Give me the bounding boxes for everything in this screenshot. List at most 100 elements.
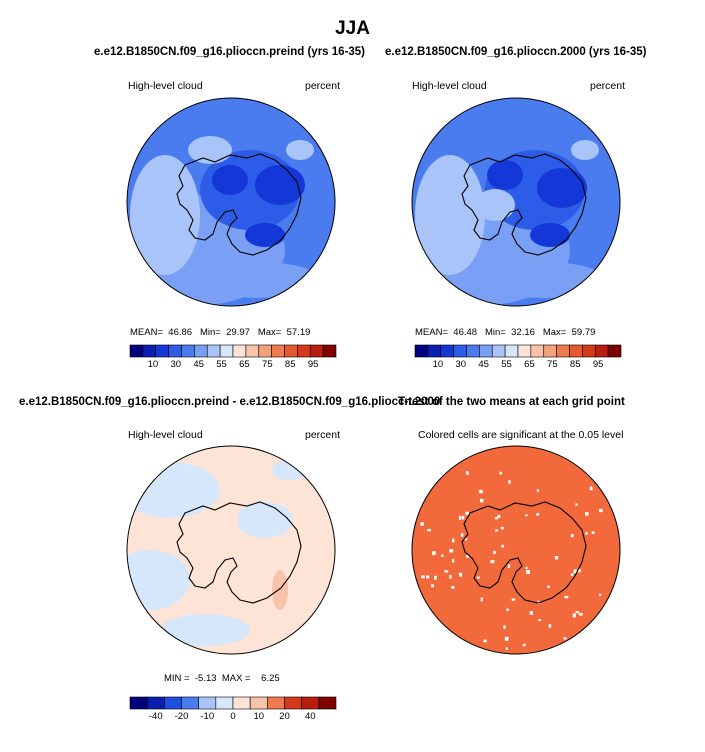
nonsignificant-cell: [483, 639, 487, 643]
panel3-variable-label: High-level cloud: [128, 429, 203, 441]
nonsignificant-cell: [508, 480, 511, 484]
panel2-colorbar-swatch: [414, 344, 429, 358]
panel1-colorbar-tick-label: 10: [147, 359, 159, 370]
panel1-colorbar-tick-label: 85: [284, 359, 296, 370]
panel3-colorbar-swatch: [267, 696, 285, 710]
panel3-colorbar-swatch: [215, 696, 234, 710]
panel3-colorbar-tick-label: 20: [279, 711, 290, 722]
nonsignificant-cell: [577, 568, 581, 573]
nonsignificant-cell: [529, 611, 533, 615]
panel1-colorbar-swatch: [142, 344, 157, 358]
panel3-colorbar-swatch: [146, 696, 165, 710]
panel1-map: [127, 98, 335, 306]
nonsignificant-cell: [511, 598, 516, 601]
panel1-colorbar-swatch: [155, 344, 169, 358]
panel3-colorbar-swatch: [198, 696, 217, 710]
panel2-colorbar-tick-label: 95: [592, 359, 604, 370]
nonsignificant-cell: [554, 556, 559, 560]
panel1-colorbar-swatch: [129, 344, 144, 358]
nonsignificant-cell: [499, 471, 503, 475]
nonsignificant-cell: [461, 533, 464, 537]
panel2-colorbar-swatch: [466, 344, 480, 358]
nonsignificant-cell: [449, 574, 452, 579]
panel2-colorbar-tick-label: 10: [432, 359, 444, 370]
nonsignificant-cell: [575, 611, 580, 614]
nonsignificant-cell: [497, 514, 501, 518]
nonsignificant-cell: [585, 531, 588, 535]
nonsignificant-cell: [452, 538, 455, 543]
panel2-colorbar-swatch: [453, 344, 467, 358]
nonsignificant-cell: [426, 575, 430, 579]
panel1-colorbar-swatch: [168, 344, 182, 358]
panel2-colorbar-swatch: [594, 344, 609, 358]
panel3-colorbar-swatch: [284, 696, 302, 710]
panel3-colorbar-tick-label: 40: [304, 711, 316, 722]
panel2-colorbar-swatch: [479, 344, 493, 358]
nonsignificant-cell: [420, 522, 424, 526]
panel2-colorbar-swatch: [607, 344, 622, 358]
panel1-colorbar-swatch: [181, 344, 195, 358]
panel1-colorbar-swatch: [309, 344, 324, 358]
nonsignificant-cell: [526, 570, 530, 574]
panel2-colorbar-tick-label: 75: [547, 359, 558, 370]
nonsignificant-cell: [505, 647, 508, 650]
panel1-colorbar-tick-label: 95: [307, 359, 319, 370]
panel1-colorbar-tick-label: 75: [262, 359, 273, 370]
nonsignificant-cell: [431, 584, 435, 588]
panel3-colorbar-swatch: [129, 696, 148, 710]
nonsignificant-cell: [476, 576, 480, 579]
nonsignificant-cell: [452, 558, 455, 563]
nonsignificant-cell: [466, 554, 469, 558]
panel2-variable-label: High-level cloud: [412, 80, 487, 92]
panel3-colorbar-swatch: [232, 696, 251, 710]
panel2-colorbar-tick-label: 45: [478, 359, 489, 370]
nonsignificant-cell: [495, 529, 498, 532]
nonsignificant-cell: [522, 643, 526, 647]
panel1-colorbar-tick-label: 45: [193, 359, 204, 370]
nonsignificant-cell: [420, 575, 425, 579]
nonsignificant-cell: [441, 554, 444, 557]
panel3-colorbar-swatch: [249, 696, 268, 710]
panel3-stats: MIN = -5.13 MAX = 6.25: [164, 673, 280, 684]
nonsignificant-cell: [504, 636, 509, 641]
panel3-colorbar-swatch: [318, 696, 337, 710]
panel3-colorbar-tick-label: 10: [253, 711, 265, 722]
panel1-colorbar-swatch: [219, 344, 234, 358]
panel3-colorbar-tick-label: 0: [230, 711, 236, 722]
figure-title: JJA: [335, 18, 370, 39]
nonsignificant-cell: [525, 514, 528, 517]
panel1-colorbar-tick-label: 55: [216, 359, 227, 370]
nonsignificant-cell: [494, 517, 499, 520]
panel2-title: e.e12.B1850CN.f09_g16.plioccn.2000 (yrs …: [385, 46, 647, 58]
panel1-colorbar-swatch: [194, 344, 208, 358]
nonsignificant-cell: [500, 526, 504, 530]
nonsignificant-cell: [449, 549, 454, 553]
nonsignificant-cell: [444, 570, 449, 573]
panel3-border: [126, 445, 336, 655]
panel1-title: e.e12.B1850CN.f09_g16.plioccn.preind (yr…: [94, 46, 366, 58]
panel2-border: [411, 97, 621, 307]
panel1-colorbar-tick-label: 30: [170, 359, 182, 370]
panel1-border: [126, 97, 336, 307]
panel1-colorbar-tick-label: 65: [239, 359, 250, 370]
panel2-stats: MEAN= 46.48 Min= 32.16 Max= 59.79: [415, 327, 596, 338]
nonsignificant-cell: [547, 585, 550, 588]
panel1-units-label: percent: [305, 80, 341, 92]
panel3-colorbar-tick-label: -40: [148, 711, 163, 722]
nonsignificant-cell: [570, 573, 574, 576]
panel3-colorbar-swatch: [181, 696, 199, 710]
nonsignificant-cell: [564, 595, 569, 599]
panel2-colorbar-swatch: [556, 344, 570, 358]
nonsignificant-cell: [563, 637, 567, 640]
nonsignificant-cell: [478, 489, 483, 494]
nonsignificant-cell: [591, 531, 595, 535]
nonsignificant-cell: [451, 586, 455, 589]
panel4-map: [412, 446, 620, 654]
panel2-colorbar-tick-label: 85: [569, 359, 581, 370]
nonsignificant-cell: [503, 625, 506, 629]
panel2-colorbar-swatch: [543, 344, 557, 358]
nonsignificant-cell: [434, 575, 437, 580]
nonsignificant-cell: [458, 572, 463, 577]
panel1-colorbar-swatch: [284, 344, 298, 358]
nonsignificant-cell: [466, 471, 469, 475]
